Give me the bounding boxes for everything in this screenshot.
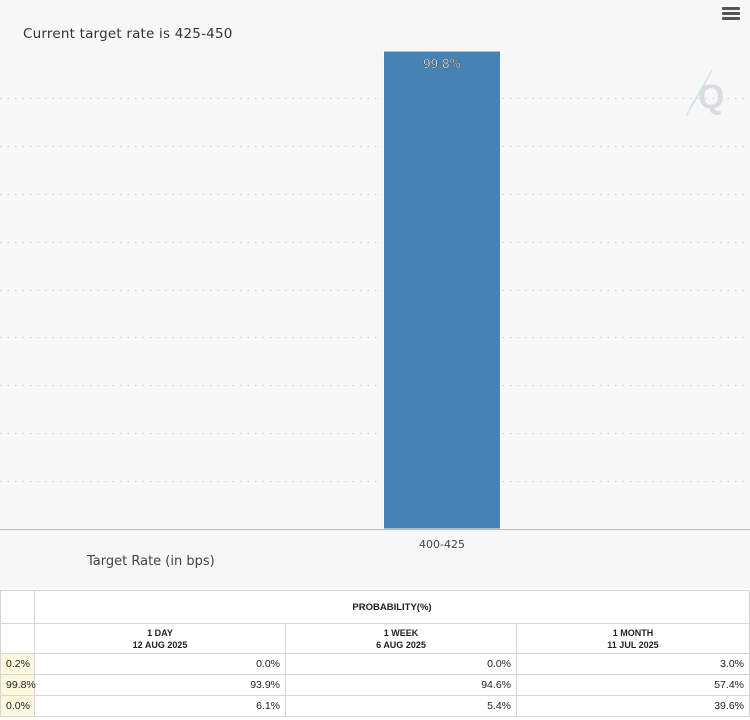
current-probability-cell: 0.0% (0, 695, 35, 717)
column-header-1-day: 1 DAY 12 AUG 2025 (34, 623, 286, 654)
data-label: 99.8% (423, 57, 461, 71)
table-cell: 3.0% (516, 653, 750, 675)
chart-svg: 99.8% 400-425 (0, 50, 750, 551)
column-period: 1 WEEK (383, 627, 419, 638)
column-date: 12 AUG 2025 (132, 639, 188, 650)
column-date: 11 JUL 2025 (607, 639, 659, 650)
x-tick-label: 400-425 (419, 538, 465, 551)
sub-header-spacer (0, 623, 35, 654)
column-header-1-week: 1 WEEK 6 AUG 2025 (285, 623, 517, 654)
probability-header-spacer (0, 590, 35, 624)
hamburger-menu-icon[interactable] (722, 7, 740, 21)
probability-table: PROBABILITY(%) 1 DAY 12 AUG 2025 1 WEEK … (0, 590, 750, 717)
current-probability-cell: 99.8% (0, 674, 36, 696)
chart-title: Current target rate is 425-450 (23, 26, 233, 42)
current-probability-cell: 0.2% (0, 653, 35, 675)
column-period: 1 DAY (147, 627, 173, 638)
table-cell: 6.1% (34, 695, 286, 717)
table-row: 99.8% 93.9% 94.6% 57.4% (0, 674, 750, 696)
table-cell: 94.6% (285, 674, 517, 696)
column-period: 1 MONTH (612, 627, 654, 638)
table-row: 0.0% 6.1% 5.4% 39.6% (0, 695, 750, 717)
table-cell: 39.6% (516, 695, 750, 717)
table-cell: 93.9% (34, 674, 286, 696)
table-cell: 0.0% (34, 653, 286, 675)
x-axis-title: Target Rate (in bps) (87, 554, 215, 569)
column-header-1-month: 1 MONTH 11 JUL 2025 (516, 623, 750, 654)
chart-area: 99.8% 400-425 Current target rate is 425-… (0, 7, 750, 569)
table-cell: 5.4% (285, 695, 517, 717)
logo-watermark-icon: Q (686, 69, 724, 117)
probability-header: PROBABILITY(%) (34, 590, 750, 624)
svg-text:Q: Q (698, 78, 724, 116)
table-cell: 0.0% (285, 653, 517, 675)
table-cell: 57.4% (516, 674, 750, 696)
table-row: 0.2% 0.0% 0.0% 3.0% (0, 653, 750, 675)
bar (383, 50, 501, 530)
column-date: 6 AUG 2025 (376, 639, 426, 650)
